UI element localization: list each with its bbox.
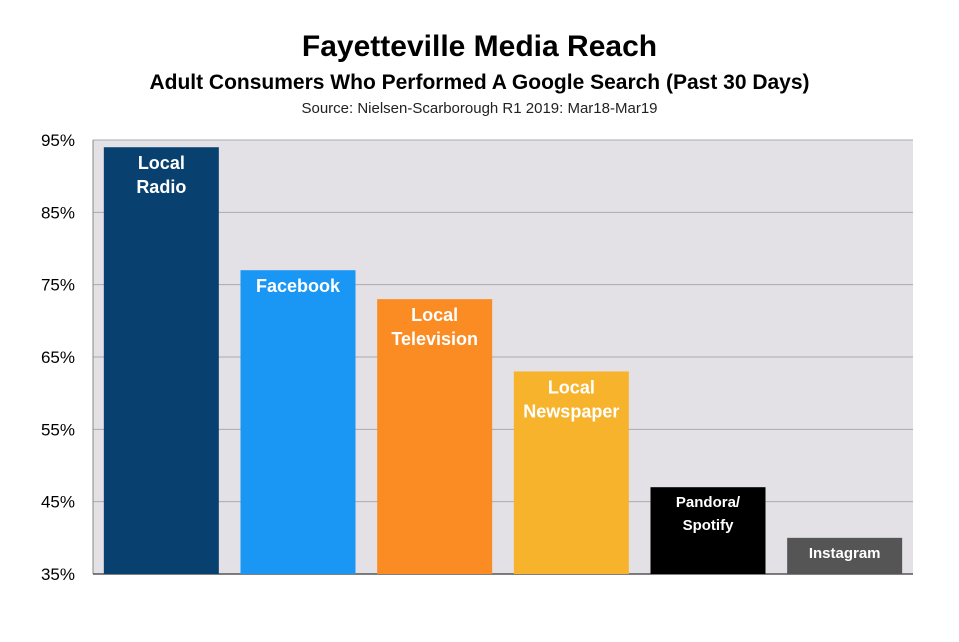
y-tick-label: 55% <box>41 420 75 439</box>
bar <box>650 487 766 574</box>
bar-label-line: Television <box>391 329 478 349</box>
bar-label: Local Radio <box>136 153 186 197</box>
bar-label-line: Spotify <box>683 517 734 534</box>
bar-label-line: Local <box>138 153 185 173</box>
y-tick-label: 75% <box>41 276 75 295</box>
bar-label-line: Newspaper <box>523 401 619 421</box>
y-tick-label: 95% <box>41 131 75 150</box>
bar-label: Instagram <box>809 545 881 562</box>
bar-label-line: Local <box>411 305 458 325</box>
bar-label: Local Television <box>391 305 478 349</box>
bar-label-line: Local <box>548 377 595 397</box>
chart-source: Source: Nielsen-Scarborough R1 2019: Mar… <box>301 100 658 117</box>
bar <box>240 270 356 574</box>
chart-title: Fayetteville Media Reach <box>301 30 658 63</box>
bar <box>513 371 629 574</box>
bar <box>377 299 493 574</box>
bar-label-line: Instagram <box>809 545 881 562</box>
y-tick-label: 35% <box>41 565 75 584</box>
y-tick-label: 85% <box>41 203 75 222</box>
bar-label-line: Facebook <box>256 276 341 296</box>
chart-subtitle: Adult Consumers Who Performed A Google S… <box>149 71 810 94</box>
bar <box>103 147 219 574</box>
bar-label-line: Radio <box>136 177 186 197</box>
bar-label: Facebook <box>256 276 341 296</box>
bar-label: Pandora/Spotify <box>676 494 741 534</box>
y-tick-label: 45% <box>41 493 75 512</box>
bar-label-line: Pandora/ <box>676 494 741 511</box>
y-tick-label: 65% <box>41 348 75 367</box>
bar-label: Local Newspaper <box>523 377 619 421</box>
bar <box>787 537 903 574</box>
